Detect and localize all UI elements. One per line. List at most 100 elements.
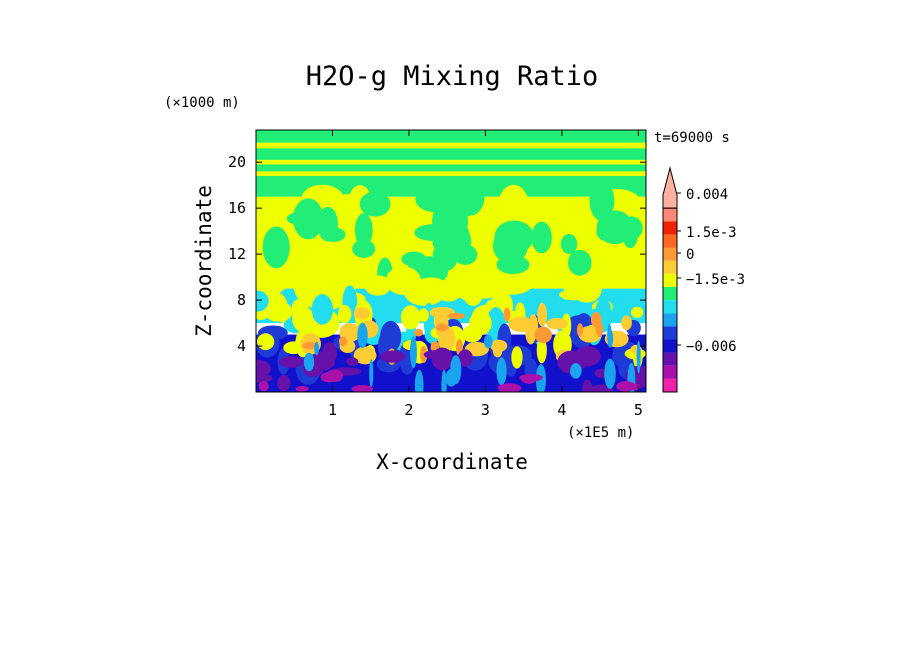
field-blob	[418, 308, 429, 323]
colorbar-band	[663, 300, 677, 314]
field-blob	[311, 294, 334, 325]
plot-frame	[255, 129, 647, 393]
field-blob	[570, 363, 582, 379]
field-blob	[571, 274, 602, 303]
field-blob	[256, 359, 271, 378]
field-blob	[293, 198, 324, 240]
field-blob	[453, 244, 478, 265]
field-blob	[353, 307, 371, 320]
field-blob	[546, 317, 568, 330]
field-blob	[471, 221, 498, 275]
field-blob	[582, 379, 593, 392]
field-blob	[325, 369, 344, 383]
field-blob	[534, 326, 552, 344]
x-tick-label: 3	[481, 401, 490, 419]
field-blob	[435, 323, 449, 332]
field-blob	[295, 385, 309, 392]
field-blob	[536, 336, 547, 364]
colorbar-tick-label: 0.004	[686, 187, 728, 203]
colorbar-band	[662, 166, 678, 209]
field-blob	[445, 368, 457, 387]
field-blob	[447, 312, 466, 319]
field-blob	[503, 307, 511, 322]
field-blob	[492, 227, 528, 264]
field-blob	[364, 275, 392, 296]
x-tick-label: 4	[557, 401, 566, 419]
field-blob	[380, 350, 405, 363]
field-blob	[441, 369, 447, 392]
field-blob	[621, 315, 632, 331]
field-blob	[302, 341, 317, 350]
field-blob	[531, 221, 552, 254]
field-blob	[521, 373, 537, 384]
field-blob	[352, 239, 376, 258]
field-blob	[619, 216, 643, 240]
field-blob	[409, 336, 417, 369]
field-blob	[369, 359, 374, 388]
colorbar-frame	[662, 207, 678, 393]
field-blob	[607, 240, 646, 277]
field-blob	[453, 271, 471, 289]
field-blob	[420, 345, 428, 363]
field-blob	[303, 352, 315, 372]
colorbar-band	[663, 378, 677, 392]
field-blob	[258, 381, 269, 392]
field-blob	[401, 251, 427, 267]
field-blob	[524, 358, 538, 379]
y-tick-label: 4	[237, 337, 246, 355]
field-blob	[317, 240, 341, 281]
y-unit-label: (×1000 m)	[164, 95, 240, 111]
x-tick-label: 1	[328, 401, 337, 419]
field-blob	[560, 233, 578, 254]
field-blob	[457, 349, 473, 367]
field-blob	[359, 191, 391, 217]
field-blob	[567, 249, 592, 276]
field-blob	[262, 226, 290, 269]
field-blob	[496, 357, 507, 386]
field-stripe	[256, 142, 646, 149]
field-blob	[616, 381, 636, 392]
field-blob	[576, 323, 584, 337]
field-blob	[337, 305, 352, 324]
field-blob	[308, 275, 335, 295]
colorbar-tick-label: −0.006	[686, 339, 737, 355]
colorbar-band	[663, 247, 677, 261]
field-blob	[432, 242, 458, 272]
colorbar-tick-label: 0	[686, 247, 694, 263]
field-blob	[608, 329, 614, 348]
colorbar-band	[663, 286, 677, 301]
field-blob	[511, 346, 523, 369]
colorbar-tick-label: 1.5e-3	[686, 225, 737, 241]
x-axis-label: X-coordinate	[376, 450, 528, 474]
field-blob	[497, 383, 522, 392]
y-tick-label: 12	[228, 245, 246, 263]
colorbar-band	[663, 313, 677, 327]
field-blob	[508, 316, 534, 332]
field-blob	[589, 180, 615, 222]
field-blob	[357, 322, 368, 349]
colorbar-band	[663, 339, 677, 353]
field-blob	[257, 333, 275, 351]
field-blob	[497, 184, 530, 233]
field-blob	[604, 358, 616, 389]
field-blob	[479, 269, 520, 292]
field-blob	[636, 340, 641, 374]
y-tick-label: 16	[228, 199, 246, 217]
colorbar-band	[663, 221, 677, 235]
colorbar-tick-label: −1.5e-3	[686, 272, 745, 288]
field-blob	[314, 341, 320, 356]
field-stripe	[256, 159, 646, 165]
field-blob	[338, 336, 348, 347]
field-blob	[400, 305, 421, 330]
x-unit-label: (×1E5 m)	[567, 425, 634, 441]
field-blob	[256, 374, 273, 383]
field-stripe	[256, 154, 646, 158]
field-blob	[354, 213, 373, 247]
y-tick-label: 20	[228, 153, 246, 171]
field-stripe	[256, 171, 646, 176]
y-axis-label: Z-coordinate	[192, 185, 216, 337]
field-blob	[346, 357, 359, 366]
colorbar-band	[663, 352, 677, 366]
field-blob	[423, 350, 447, 360]
